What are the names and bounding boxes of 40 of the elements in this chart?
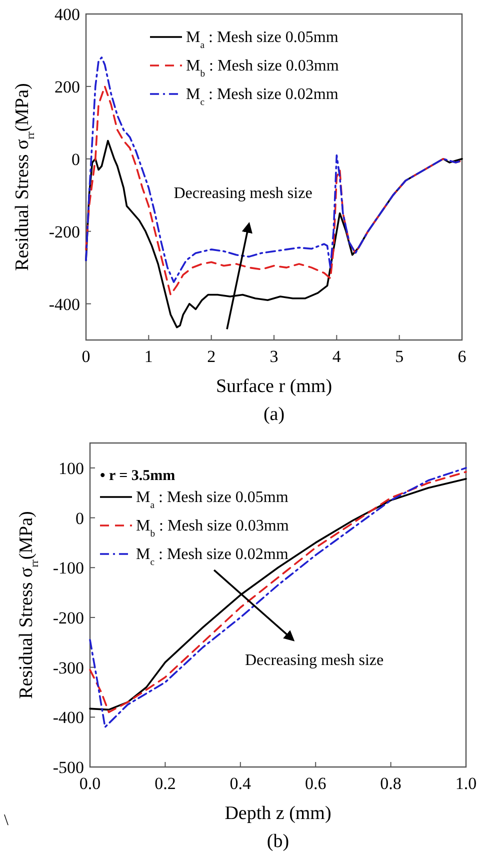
legend-title: • r = 3.5mm — [100, 468, 176, 484]
annotation: Decreasing mesh size — [174, 185, 312, 202]
x-tick-label: 1.0 — [455, 774, 477, 793]
y-tick-label: -300 — [52, 658, 84, 678]
y-tick-label: -400 — [52, 708, 84, 728]
x-tick-label: 6 — [458, 347, 466, 366]
x-tick-label: 2 — [207, 347, 216, 366]
legend-label: M$_{c}$ : Mesh size 0.02mm — [136, 546, 289, 568]
x-tick-label: 5 — [395, 347, 404, 366]
y-tick-label: -200 — [48, 222, 80, 242]
annotation: Decreasing mesh size — [245, 652, 384, 669]
x-tick-label: 0.6 — [304, 774, 326, 793]
x-tick-label: 1 — [144, 347, 153, 366]
text: (b) — [266, 831, 290, 852]
x-axis-title: Depth z (mm) — [224, 803, 332, 824]
legend-label: M$_{b}$ : Mesh size 0.03mm — [136, 518, 290, 539]
y-tick-label: -200 — [52, 608, 84, 628]
x-tick-label: 0.4 — [230, 774, 252, 793]
y-tick-label: 400 — [54, 5, 80, 24]
legend-label: M$_{c}$ : Mesh size 0.02mm — [186, 86, 339, 108]
y-tick-label: 100 — [58, 458, 84, 478]
x-tick-label: 0.0 — [79, 774, 101, 793]
x-axis-title: Surface r (mm) — [216, 376, 332, 397]
text: (a) — [263, 404, 285, 425]
line-series — [85, 56, 463, 283]
text: \ — [4, 812, 9, 829]
y-tick-label: -100 — [52, 558, 84, 578]
y-tick-label: 0 — [72, 150, 80, 169]
legend-label: M$_{b}$ : Mesh size 0.03mm — [186, 58, 340, 79]
y-tick-label: 0 — [76, 508, 84, 528]
x-tick-label: 0.8 — [380, 774, 402, 793]
x-tick-label: 4 — [332, 347, 342, 366]
x-tick-label: 3 — [270, 347, 278, 366]
y-tick-label: 200 — [54, 77, 80, 96]
x-tick-label: 0.2 — [154, 774, 176, 793]
legend-label: M$_{a}$ : Mesh size 0.05mm — [136, 489, 289, 510]
legend-label: M$_{a}$ : Mesh size 0.05mm — [186, 29, 339, 50]
line-series — [85, 86, 463, 296]
y-tick-label: -400 — [48, 294, 80, 314]
y-tick-label: -500 — [52, 758, 84, 777]
